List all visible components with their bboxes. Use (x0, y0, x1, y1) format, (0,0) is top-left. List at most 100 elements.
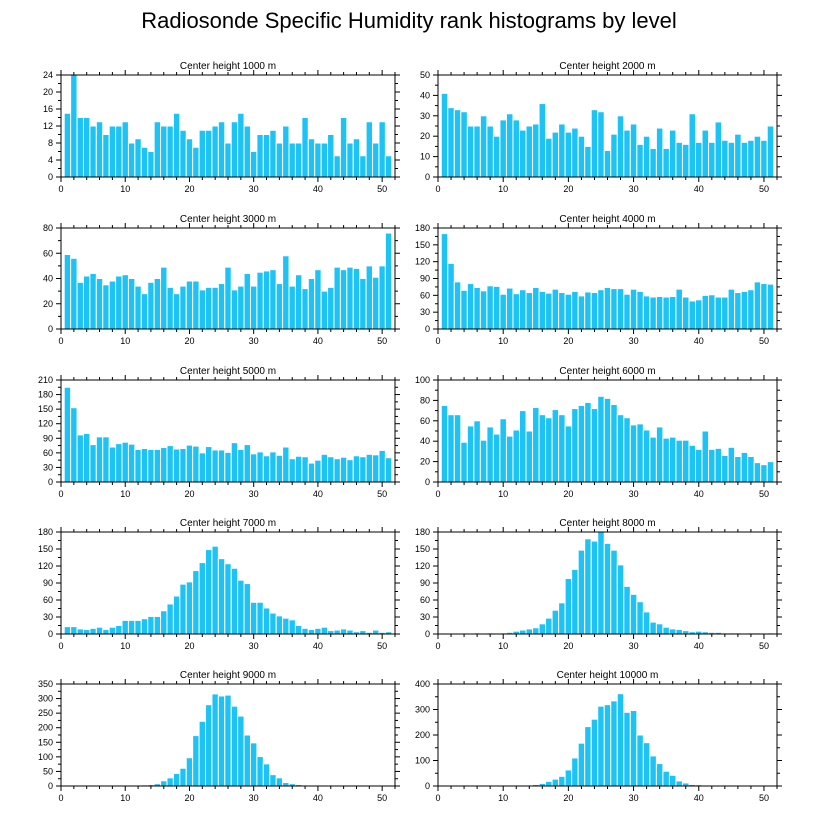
histogram-bar (662, 147, 670, 178)
histogram-bar (721, 454, 729, 483)
histogram-bar (447, 414, 455, 483)
histogram-bar (460, 441, 468, 483)
histogram-bar (359, 155, 367, 178)
histogram-bar (558, 775, 566, 787)
histogram-bar (327, 134, 335, 178)
histogram-bar (70, 407, 78, 483)
histogram-bar (384, 232, 393, 330)
histogram-bar (307, 462, 316, 483)
histogram-bar (629, 123, 638, 178)
histogram-bar (460, 111, 468, 178)
histogram-bar (610, 133, 618, 178)
histogram-bar (571, 127, 579, 178)
histogram-bar (339, 269, 348, 330)
histogram-bar (551, 131, 560, 178)
histogram-bar (649, 296, 657, 330)
histogram-bar (372, 142, 380, 178)
histogram-bar (314, 459, 322, 483)
histogram-bar (192, 146, 200, 178)
histogram-bar (629, 288, 638, 330)
histogram-bar (275, 454, 284, 483)
histogram-bar (256, 134, 264, 178)
histogram-bar (564, 577, 573, 635)
histogram-bar (518, 629, 527, 635)
histogram-bar (636, 143, 644, 178)
histogram-bar (198, 289, 207, 330)
histogram-bar (307, 278, 316, 330)
histogram-bar (721, 139, 729, 178)
x-tick-label: 50 (377, 489, 387, 499)
histogram-bar (610, 700, 618, 787)
histogram-bar (89, 125, 97, 178)
histogram-bar (597, 531, 605, 635)
histogram-bar (649, 621, 657, 635)
histogram-bar (63, 386, 72, 483)
y-tick-label: 8 (48, 138, 53, 148)
histogram-bar (339, 456, 348, 483)
histogram-bar (82, 432, 91, 483)
histogram-bar (577, 549, 586, 635)
y-tick-label: 20 (43, 87, 53, 97)
y-tick-label: 0 (425, 172, 430, 182)
x-tick-label: 0 (58, 793, 63, 803)
panel-title: Center height 7000 m (180, 518, 276, 529)
histogram-bar (89, 272, 97, 330)
histogram-bar (352, 138, 361, 178)
histogram-bar (760, 464, 768, 483)
histogram-bar (623, 417, 631, 483)
histogram-bar (681, 439, 690, 483)
y-tick-label: 4 (48, 155, 53, 165)
panel-title: Center height 9000 m (180, 670, 276, 681)
histogram-bar (217, 558, 226, 635)
x-tick-label: 50 (377, 184, 387, 194)
histogram-bar (320, 453, 329, 483)
histogram-bar (610, 403, 618, 483)
histogram-bar (95, 278, 104, 330)
histogram-bar (63, 112, 72, 178)
histogram-bar (294, 274, 303, 330)
panel-title: Center height 10000 m (557, 670, 659, 681)
histogram-bar (282, 255, 290, 330)
x-tick-label: 20 (184, 336, 194, 346)
panel-1: Center height 1000 m 0 10 20 30 40 50 0 4 8 12 16 20… (43, 61, 400, 194)
histogram-bar (760, 283, 768, 330)
x-tick-label: 20 (184, 489, 194, 499)
histogram-bar (205, 129, 213, 178)
x-tick-label: 40 (313, 793, 323, 803)
histogram-bar (82, 275, 91, 330)
histogram-bar (662, 296, 670, 330)
histogram-bar (224, 694, 232, 787)
histogram-bar (365, 453, 374, 483)
x-tick-label: 20 (563, 641, 573, 651)
histogram-bar (160, 266, 168, 330)
y-tick-label: 90 (43, 578, 53, 588)
histogram-bar (134, 285, 142, 330)
histogram-bar (198, 720, 207, 787)
histogram-bar (76, 117, 84, 178)
histogram-bar (102, 134, 110, 178)
histogram-bar (275, 615, 284, 635)
histogram-bar (616, 414, 625, 483)
histogram-bar (365, 265, 374, 330)
histogram-bar (185, 280, 194, 330)
histogram-bar (256, 451, 264, 483)
histogram-bar (147, 151, 155, 178)
y-tick-label: 0 (425, 324, 430, 334)
histogram-bar (538, 414, 547, 483)
histogram-bar (584, 401, 592, 483)
x-tick-label: 0 (58, 336, 63, 346)
x-tick-label: 30 (629, 336, 639, 346)
histogram-bar (172, 112, 181, 178)
histogram-bar (492, 433, 501, 483)
histogram-bar (237, 112, 245, 178)
histogram-bar (301, 117, 309, 178)
histogram-bar (160, 447, 168, 483)
histogram-bar (127, 619, 136, 635)
histogram-bar (440, 233, 449, 330)
x-tick-label: 20 (184, 184, 194, 194)
histogram-bar (518, 410, 527, 483)
histogram-bar (205, 286, 213, 330)
histogram-bar (564, 769, 573, 787)
y-tick-label: 0 (48, 477, 53, 487)
